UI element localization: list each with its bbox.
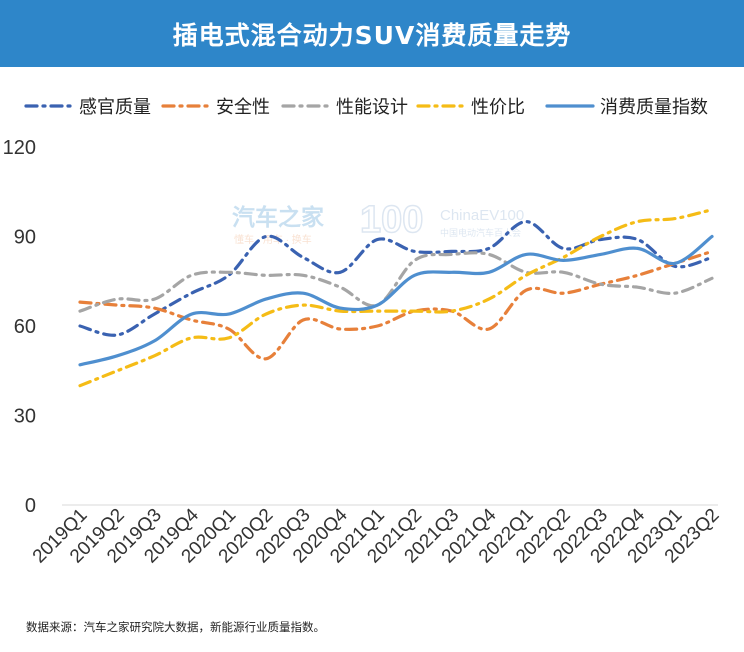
y-tick-label: 60: [14, 316, 36, 338]
series-line-4: [78, 208, 714, 388]
y-tick-label: 90: [14, 227, 36, 249]
legend-label: 消费质量指数: [600, 97, 708, 117]
series-line-1: [78, 220, 714, 337]
series-line-3: [78, 251, 714, 313]
series-line-5: [78, 234, 714, 367]
watermark-brand-autohome: 汽车之家: [232, 204, 324, 230]
chart-title: 插电式混合动力SUV消费质量走势: [172, 20, 572, 50]
chart-title-banner: 插电式混合动力SUV消费质量走势: [0, 0, 744, 67]
chart-series: [78, 208, 714, 388]
y-tick-label: 120: [3, 137, 36, 159]
watermark-logo: 汽车之家 懂车 · 用车 · 换车 100 ChinaEV100 中国电动汽车百…: [232, 198, 524, 246]
watermark-brand-chinaev100: ChinaEV100: [440, 207, 524, 224]
source-note: 数据来源：汽车之家研究院大数据，新能源行业质量指数。: [26, 620, 325, 634]
series-line-2: [78, 249, 714, 361]
legend-label: 安全性: [216, 97, 270, 117]
y-tick-label: 30: [14, 406, 36, 428]
watermark-brand-chinaev100-sub: 中国电动汽车百人会: [440, 227, 521, 238]
legend-label: 性价比: [471, 97, 525, 117]
watermark-100-mark: 100: [360, 199, 423, 241]
x-axis: 2019Q12019Q22019Q32019Q42020Q12020Q22020…: [29, 504, 724, 567]
legend-label: 感官质量: [79, 97, 151, 117]
y-tick-label: 0: [25, 495, 36, 517]
legend-label: 性能设计: [336, 97, 408, 117]
line-chart: 汽车之家 懂车 · 用车 · 换车 100 ChinaEV100 中国电动汽车百…: [3, 97, 724, 567]
chart-legend: 感官质量 安全性 性能设计 性价比 消费质量指数: [24, 97, 708, 117]
watermark-brand-autohome-sub: 懂车 · 用车 · 换车: [234, 233, 312, 246]
y-axis: 0 30 60 90 120: [3, 137, 36, 517]
